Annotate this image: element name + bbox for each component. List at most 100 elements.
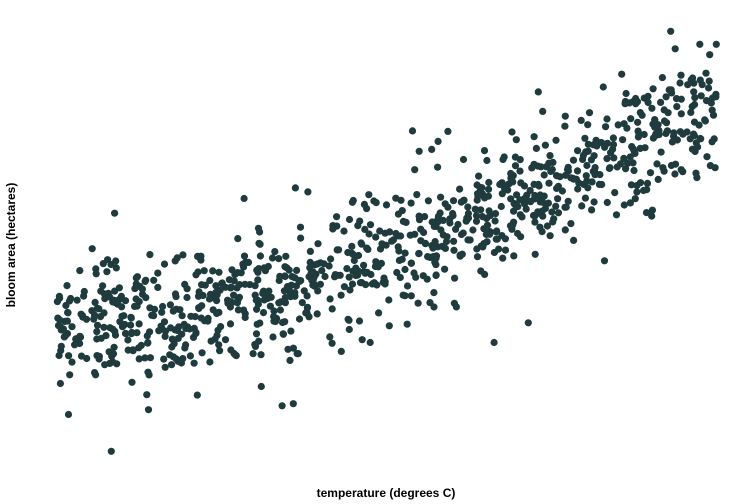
scatter-point [676, 79, 684, 87]
scatter-point [297, 277, 305, 285]
scatter-point [627, 181, 636, 189]
scatter-point [111, 296, 119, 305]
scatter-point [531, 191, 539, 200]
scatter-point [56, 294, 64, 302]
scatter-point [611, 189, 619, 197]
scatter-point [142, 294, 150, 302]
scatter-point [518, 213, 526, 221]
scatter-point [636, 144, 644, 152]
scatter-point [253, 320, 261, 328]
scatter-point [128, 378, 136, 386]
scatter-point [312, 270, 320, 278]
scatter-point [709, 111, 718, 119]
scatter-point [619, 136, 627, 144]
scatter-point [215, 341, 223, 349]
scatter-point [697, 92, 705, 100]
scatter-point [93, 328, 101, 336]
scatter-point [582, 172, 590, 180]
scatter-point [584, 121, 592, 129]
scatter-point [620, 154, 628, 162]
scatter-point [564, 197, 572, 205]
scatter-point [155, 327, 163, 335]
scatter-point [522, 205, 530, 213]
scatter-point [554, 182, 563, 190]
scatter-point [261, 267, 269, 275]
scatter-point [316, 280, 324, 288]
scatter-point [644, 92, 652, 100]
scatter-point [436, 209, 444, 217]
scatter-point [549, 158, 557, 166]
scatter-point [111, 331, 120, 339]
scatter-point [407, 292, 415, 300]
scatter-point [237, 269, 245, 277]
scatter-point [627, 115, 635, 123]
scatter-point [486, 212, 494, 220]
scatter-point [498, 179, 506, 187]
scatter-point [67, 294, 75, 303]
scatter-point [607, 149, 615, 157]
scatter-point [583, 177, 591, 185]
scatter-point [240, 252, 249, 260]
scatter-point [127, 321, 135, 329]
scatter-point [178, 312, 186, 320]
scatter-point [109, 358, 117, 366]
scatter-point [181, 280, 189, 288]
scatter-point [516, 196, 524, 204]
scatter-point [57, 342, 65, 350]
scatter-point [144, 406, 153, 414]
scatter-point [135, 344, 143, 352]
scatter-point [572, 175, 580, 183]
scatter-point [326, 295, 334, 303]
scatter-point [281, 318, 289, 326]
scatter-point [434, 137, 442, 145]
scatter-point [275, 255, 283, 263]
scatter-point [671, 45, 679, 53]
scatter-point [280, 287, 288, 295]
scatter-point [581, 134, 589, 142]
scatter-point [335, 246, 343, 254]
scatter-point [677, 110, 685, 118]
scatter-point [530, 133, 538, 141]
scatter-point [333, 222, 341, 230]
scatter-point [536, 191, 544, 199]
scatter-point [657, 148, 665, 156]
scatter-point [345, 215, 354, 224]
scatter-point [77, 352, 86, 360]
scatter-point [225, 276, 233, 284]
scatter-point [464, 203, 472, 211]
scatter-point [107, 447, 115, 455]
scatter-point [143, 391, 151, 399]
scatter-point [216, 347, 224, 355]
scatter-point [281, 293, 289, 302]
scatter-point [101, 361, 109, 369]
scatter-point [622, 165, 630, 173]
scatter-point [80, 287, 88, 296]
scatter-point [227, 284, 235, 292]
scatter-point [235, 293, 243, 301]
scatter-point [346, 286, 354, 294]
scatter-point [639, 186, 648, 195]
scatter-point [584, 140, 592, 148]
x-axis-title: temperature (degrees C) [317, 486, 456, 500]
scatter-point [457, 198, 465, 206]
scatter-point [540, 171, 548, 179]
scatter-point [361, 225, 369, 233]
scatter-point [636, 179, 645, 187]
scatter-point [254, 276, 262, 284]
scatter-point [673, 103, 681, 111]
scatter-point [132, 274, 140, 282]
scatter-point [256, 252, 264, 260]
scatter-point [354, 222, 362, 230]
scatter-point [279, 330, 287, 338]
scatter-point [642, 209, 651, 217]
scatter-point [536, 223, 544, 231]
scatter-point [415, 147, 423, 155]
scatter-point [534, 162, 542, 170]
scatter-point [583, 161, 591, 170]
scatter-point [531, 250, 539, 258]
scatter-point [154, 283, 162, 291]
scatter-point [129, 346, 137, 354]
scatter-point [314, 240, 322, 248]
y-axis-title: bloom area (hectares) [4, 183, 18, 308]
scatter-point [267, 293, 275, 301]
